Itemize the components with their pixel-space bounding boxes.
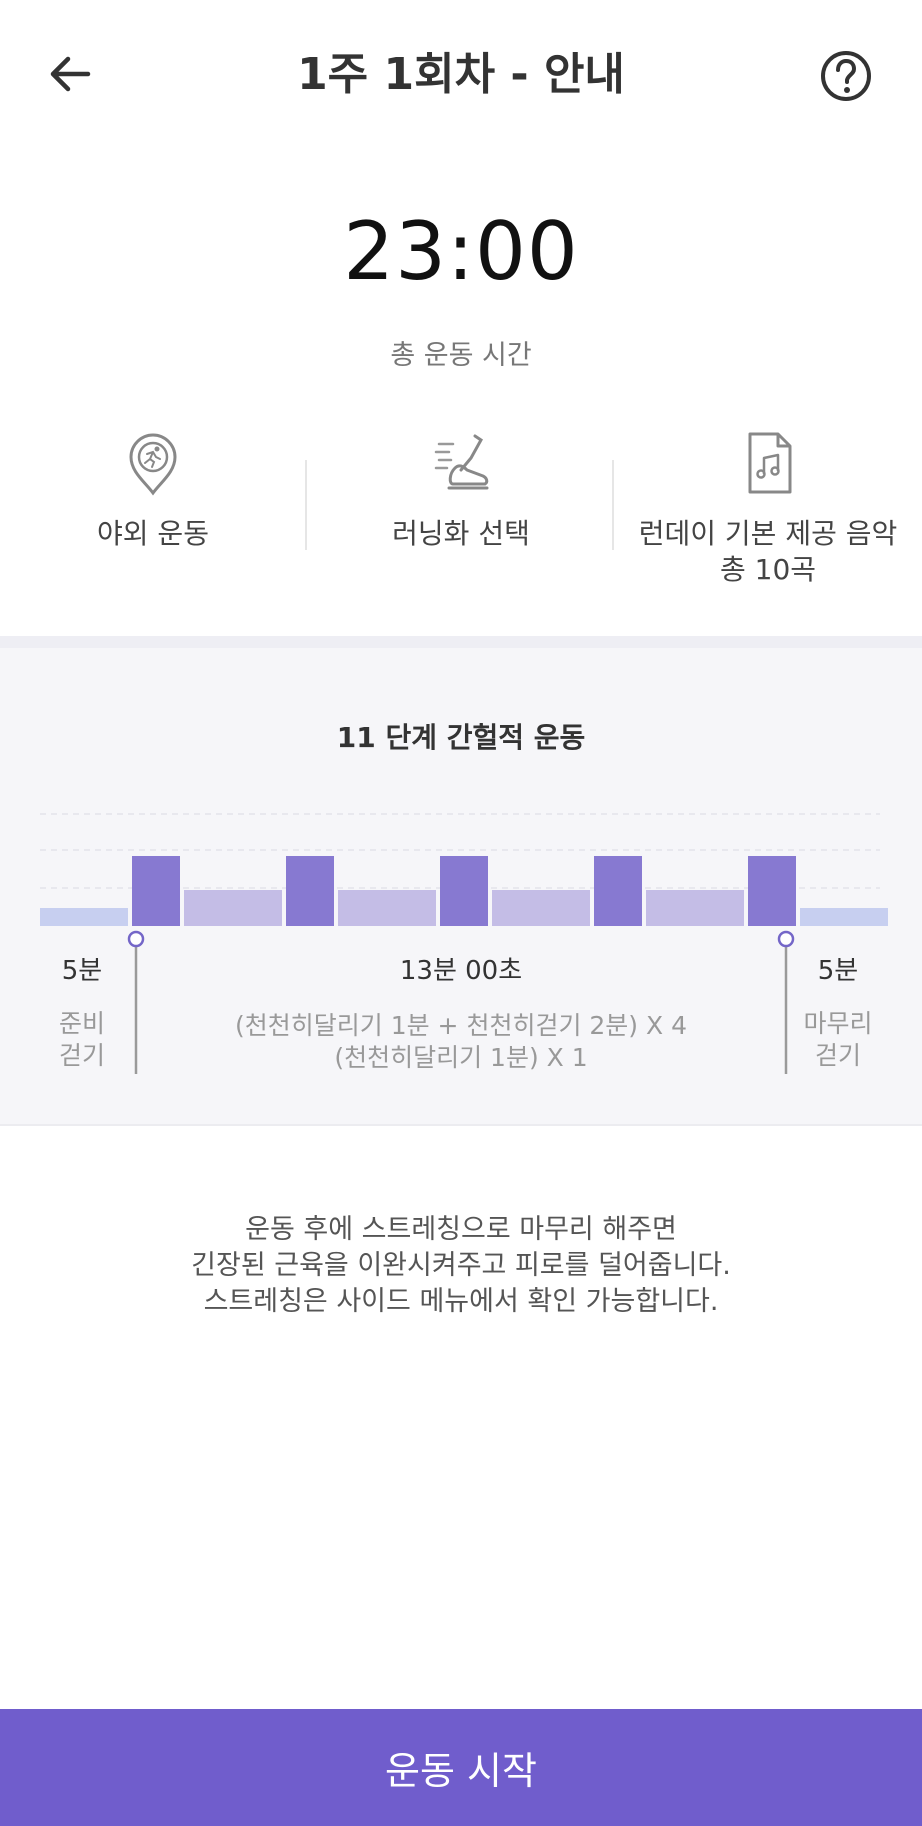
main-description-line2: (천천히달리기 1분) X 1 (334, 1043, 588, 1072)
main-duration: 13분 00초 (399, 956, 523, 986)
divider (305, 460, 307, 550)
warmup-name-line2: 걷기 (58, 1041, 105, 1070)
info-shoes: 러닝화 선택 (308, 430, 614, 552)
warmup-name: 준비 걷기 (40, 1008, 124, 1072)
section-separator (0, 636, 922, 648)
interval-bar-1 (40, 908, 128, 926)
info-outdoor: 야외 운동 (0, 430, 306, 552)
info-outdoor-label: 야외 운동 (97, 517, 209, 550)
help-button[interactable] (816, 46, 876, 106)
interval-bar-9 (646, 890, 744, 926)
outdoor-run-pin-icon (129, 433, 177, 496)
interval-bar-3 (184, 890, 282, 926)
warmup-duration: 5분 (61, 956, 103, 986)
info-music-label: 런데이 기본 제공 음악 총 10곡 (615, 516, 921, 588)
warmup-name-line1: 준비 (58, 1009, 105, 1038)
interval-section: 11 단계 간헐적 운동 5분 준비 걷기 13분 00초 (천천히달리기 1분… (0, 648, 922, 1126)
interval-chart (40, 813, 888, 1074)
music-file-icon (748, 432, 792, 494)
back-button[interactable] (40, 46, 100, 102)
stretching-note: 운동 후에 스트레칭으로 마무리 해주면 긴장된 근육을 이완시켜주고 피로를 … (0, 1212, 922, 1320)
interval-bar-6 (440, 856, 488, 926)
info-music-label-line2: 총 10곡 (719, 553, 817, 586)
cooldown-name-line2: 걷기 (814, 1041, 861, 1070)
info-music-label-line1: 런데이 기본 제공 음악 (638, 517, 898, 550)
cooldown-start-marker (777, 930, 795, 948)
main-description: (천천히달리기 1분 + 천천히걷기 2분) X 4 (천천히달리기 1분) X… (140, 1010, 782, 1074)
arrow-left-icon (50, 56, 91, 92)
interval-bar-4 (286, 856, 334, 926)
interval-bar-11 (800, 908, 888, 926)
interval-bar-8 (594, 856, 642, 926)
info-music: 런데이 기본 제공 음악 총 10곡 (615, 430, 921, 588)
main-description-line1: (천천히달리기 1분 + 천천히걷기 2분) X 4 (235, 1011, 687, 1040)
warmup-end-marker (127, 930, 145, 948)
total-time: 23:00 (343, 205, 579, 298)
cooldown-name-line1: 마무리 (803, 1009, 873, 1038)
note-line1: 운동 후에 스트레칭으로 마무리 해주면 (245, 1214, 677, 1245)
page-title: 1주 1회차 - 안내 (297, 49, 625, 100)
cooldown-name: 마무리 걷기 (790, 1008, 886, 1072)
interval-title: 11 단계 간헐적 운동 (336, 721, 586, 754)
running-shoe-icon (434, 434, 489, 490)
divider (612, 460, 614, 550)
interval-bar-2 (132, 856, 180, 926)
interval-bar-7 (492, 890, 590, 926)
help-circle-icon (821, 51, 871, 101)
note-line2: 긴장된 근육을 이완시켜주고 피로를 덜어줍니다. (191, 1250, 731, 1281)
total-time-label: 총 운동 시간 (390, 340, 532, 371)
start-workout-button[interactable]: 운동 시작 (0, 1709, 922, 1826)
note-line3: 스트레칭은 사이드 메뉴에서 확인 가능합니다. (203, 1286, 719, 1317)
interval-bar-10 (748, 856, 796, 926)
info-shoes-label: 러닝화 선택 (392, 517, 530, 550)
cooldown-duration: 5분 (817, 956, 859, 986)
workout-info-row: 야외 운동 러닝화 선택 런데이 기본 제공 음악 총 10곡 (0, 430, 922, 610)
interval-bar-5 (338, 890, 436, 926)
header: 1주 1회차 - 안내 (0, 0, 922, 150)
